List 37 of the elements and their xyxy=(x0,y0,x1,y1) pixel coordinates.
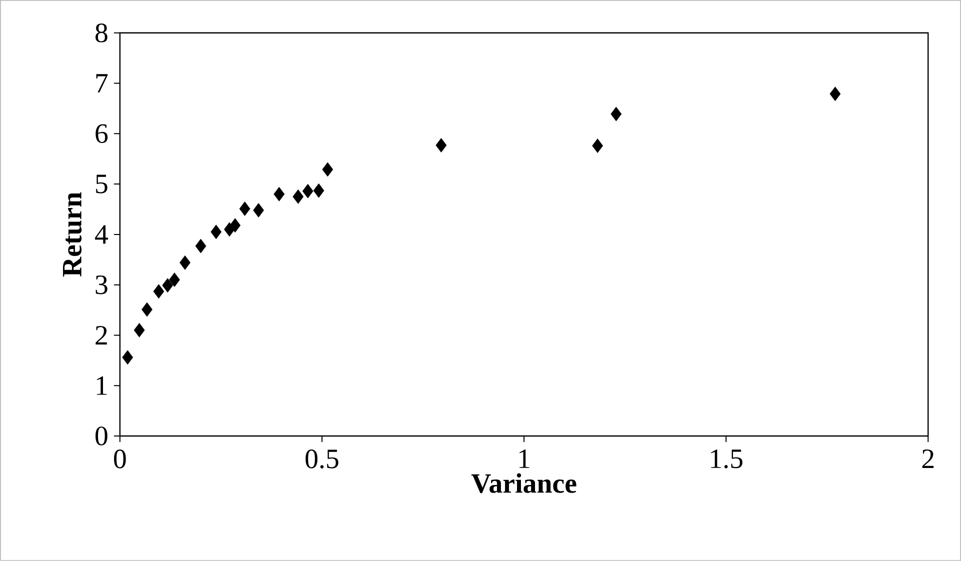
point xyxy=(830,86,841,102)
x-tick-label: 0 xyxy=(114,450,126,468)
point xyxy=(302,184,314,198)
y-tick-label: 5 xyxy=(96,174,108,194)
y-tick-label: 7 xyxy=(96,74,108,92)
y-tick-label: 1 xyxy=(96,376,107,395)
point xyxy=(313,183,324,198)
y-tick-label: 6 xyxy=(96,124,108,144)
point xyxy=(292,189,304,204)
point xyxy=(610,106,622,122)
point xyxy=(169,272,180,288)
point xyxy=(274,186,285,202)
point xyxy=(180,256,190,270)
point xyxy=(253,203,264,218)
point xyxy=(142,302,152,317)
x-tick-label: 1 xyxy=(520,450,530,468)
y-axis-title: Return xyxy=(63,192,82,277)
point xyxy=(210,224,222,240)
point xyxy=(322,162,334,177)
point xyxy=(162,278,174,293)
point xyxy=(592,138,604,154)
point xyxy=(436,138,447,153)
x-tick-label: 1.5 xyxy=(711,450,742,468)
y-tick-label: 8 xyxy=(96,24,108,42)
x-axis-title: Variance xyxy=(471,473,576,494)
point xyxy=(134,323,145,338)
y-tick-label: 3 xyxy=(96,276,108,294)
point xyxy=(122,350,134,365)
x-tick-label: 0.5 xyxy=(306,450,338,468)
point xyxy=(195,238,206,254)
y-tick-label: 2 xyxy=(96,326,107,344)
y-tick-label: 0 xyxy=(96,426,108,446)
x-tick-label: 2 xyxy=(922,450,934,468)
point xyxy=(239,202,250,216)
y-tick-label: 4 xyxy=(95,225,108,244)
point xyxy=(230,218,241,233)
point xyxy=(153,284,164,299)
